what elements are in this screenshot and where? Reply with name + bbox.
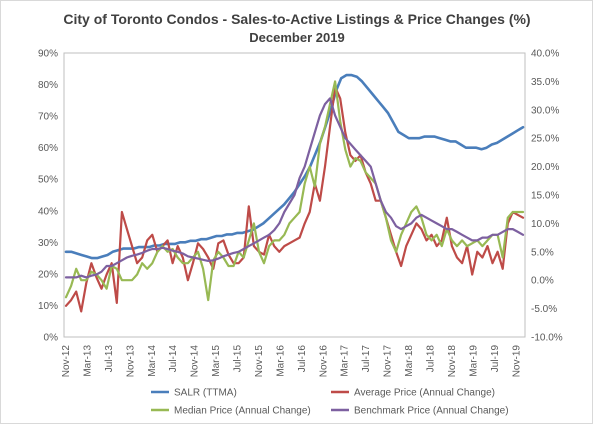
left-tick-label: 40% <box>38 206 58 217</box>
legend-label-average-price-annual-change: Average Price (Annual Change) <box>354 388 495 399</box>
right-tick-label: 10.0% <box>531 219 559 230</box>
right-tick-label: 15.0% <box>531 191 559 202</box>
right-tick-label: -10.0% <box>531 333 563 344</box>
right-tick-label: 25.0% <box>531 134 559 145</box>
plot-area <box>63 52 526 338</box>
legend-label-median-price-annual-change: Median Price (Annual Change) <box>174 406 311 417</box>
right-tick-label: 5.0% <box>531 247 554 258</box>
x-tick-label: Mar-19 <box>468 345 479 377</box>
legend-label-benchmark-price-annual-change: Benchmark Price (Annual Change) <box>354 406 509 417</box>
legend: SALR (TTMA) Average Price (Annual Change)… <box>151 388 509 417</box>
left-axis-ticks: 0% 10% 20% 30% 40% 50% 60% 70% 80% 90% <box>38 49 58 344</box>
chart-title: City of Toronto Condos - Sales-to-Active… <box>63 11 530 27</box>
x-tick-label: Jul-17 <box>361 345 372 373</box>
x-tick-label: Nov-13 <box>125 345 136 378</box>
right-tick-label: 30.0% <box>531 105 559 116</box>
x-tick-label: Jul-19 <box>490 345 501 373</box>
x-tick-label: Nov-19 <box>511 345 522 378</box>
x-tick-label: Nov-17 <box>383 345 394 378</box>
left-tick-label: 60% <box>38 143 58 154</box>
right-axis-ticks: -10.0% -5.0% 0.0% 5.0% 10.0% 15.0% 20.0% 25.0% 3… <box>531 49 563 344</box>
x-tick-label: Nov-14 <box>190 345 201 378</box>
x-tick-label: Nov-15 <box>254 345 265 378</box>
left-tick-label: 10% <box>38 301 58 312</box>
x-tick-label: Jul-18 <box>426 345 437 373</box>
x-tick-label: Jul-14 <box>168 345 179 373</box>
x-tick-label: Mar-16 <box>275 345 286 377</box>
right-tick-label: 0.0% <box>531 276 554 287</box>
right-tick-label: 40.0% <box>531 49 559 60</box>
plot-border <box>63 52 526 338</box>
left-tick-label: 30% <box>38 238 58 249</box>
x-tick-label: Mar-17 <box>340 345 351 377</box>
left-tick-label: 90% <box>38 49 58 60</box>
legend-label-salr-ttma: SALR (TTMA) <box>174 388 237 399</box>
right-tick-label: 20.0% <box>531 162 559 173</box>
series-lines <box>64 73 525 313</box>
x-tick-label: Nov-16 <box>318 345 329 378</box>
x-tick-label: Mar-13 <box>82 345 93 377</box>
x-tick-label: Mar-14 <box>147 345 158 377</box>
x-tick-label: Jul-16 <box>297 345 308 373</box>
series-line-benchmark-price-annual-change <box>64 97 525 279</box>
x-tick-label: Nov-18 <box>447 345 458 378</box>
x-tick-label: Mar-18 <box>404 345 415 377</box>
left-tick-label: 50% <box>38 175 58 186</box>
x-tick-label: Jul-15 <box>233 345 244 373</box>
left-tick-label: 20% <box>38 269 58 280</box>
left-tick-label: 80% <box>38 80 58 91</box>
right-tick-label: -5.0% <box>531 304 557 315</box>
x-tick-label: Mar-15 <box>211 345 222 377</box>
series-line-average-price-annual-change <box>64 85 525 313</box>
right-tick-label: 35.0% <box>531 77 559 88</box>
left-tick-label: 70% <box>38 112 58 123</box>
x-axis-ticks: Nov-12 Mar-13 Jul-13 Nov-13 Mar-14 Jul-14 Nov-… <box>61 345 522 378</box>
x-tick-label: Jul-13 <box>104 345 115 373</box>
x-tick-label: Nov-12 <box>61 345 72 378</box>
chart-subtitle: December 2019 <box>249 30 344 45</box>
left-tick-label: 0% <box>44 333 59 344</box>
